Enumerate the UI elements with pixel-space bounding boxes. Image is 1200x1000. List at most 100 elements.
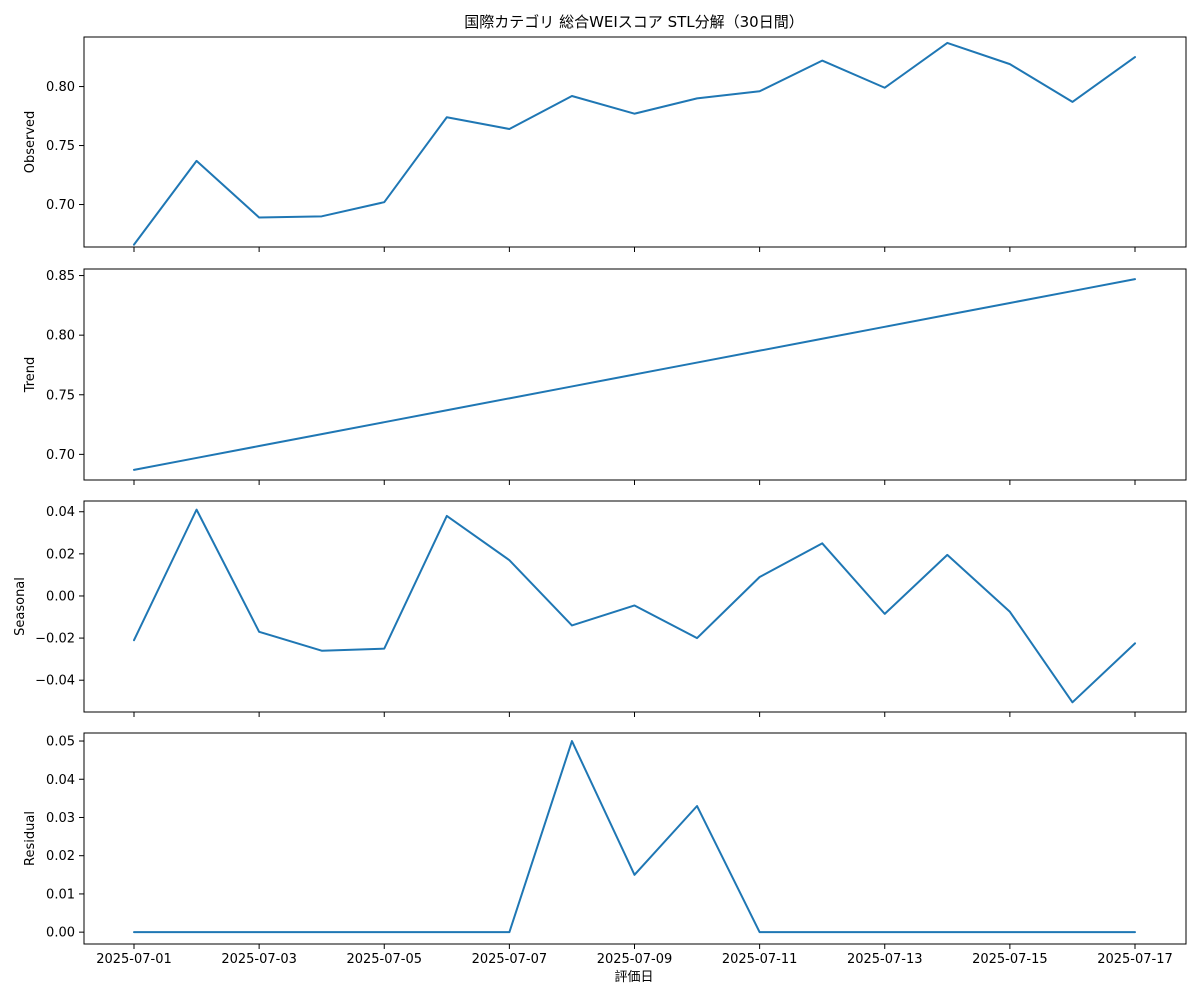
data-point [508,397,510,399]
data-point [634,374,636,376]
data-point [383,201,385,203]
data-point [383,421,385,423]
panel-observed: 0.70 0.75 0.80 Observed [23,36,1187,252]
y-tick-label: −0.04 [35,674,75,689]
y-tick-label: 0.04 [46,505,75,520]
data-point [1009,611,1011,613]
data-point [508,931,510,933]
y-tick-label: 0.75 [46,139,75,154]
data-point [258,631,260,633]
data-point [884,87,886,89]
data-point [946,554,948,556]
data-point [571,95,573,97]
data-point [821,542,823,544]
y-axis-label-residual: Residual [23,811,38,866]
data-point [1134,642,1136,644]
data-point [196,160,198,162]
data-point [258,217,260,219]
x-tick-label: 2025-07-13 [847,952,923,967]
data-point [446,931,448,933]
data-point [196,931,198,933]
data-point [508,128,510,130]
x-tick-label: 2025-07-03 [221,952,297,967]
panel-frame [83,732,1187,945]
y-tick-label: 0.01 [46,887,75,902]
y-tick-label: 0.85 [46,269,75,284]
y-tick-label: 0.03 [46,811,75,826]
data-point [383,648,385,650]
data-point [946,314,948,316]
data-point [321,650,323,652]
data-point [1009,302,1011,304]
y-tick-label: 0.04 [46,773,75,788]
data-point [946,931,948,933]
panel-frame [83,36,1187,248]
data-point [884,931,886,933]
data-point [1134,931,1136,933]
data-point [1134,278,1136,280]
y-tick-label: 0.00 [46,589,75,604]
data-point [696,637,698,639]
data-point [196,457,198,459]
series-line-observed [133,41,1136,246]
x-tick-label: 2025-07-07 [472,952,548,967]
data-point [759,931,761,933]
data-point [884,326,886,328]
data-point [508,559,510,561]
panel-trend: 0.70 0.75 0.80 0.85 Trend [23,268,1187,485]
y-tick-label: 0.70 [46,448,75,463]
data-point [1009,63,1011,65]
data-point [133,244,135,246]
x-axis-label: 評価日 [614,970,653,985]
x-tick-label: 2025-07-05 [346,952,422,967]
data-point [821,931,823,933]
data-point [884,613,886,615]
data-point [759,576,761,578]
y-axis-label-seasonal: Seasonal [13,577,28,636]
data-point [696,805,698,807]
data-point [1071,290,1073,292]
data-point [196,509,198,511]
data-point [634,113,636,115]
data-point [1009,931,1011,933]
y-tick-label: 0.75 [46,388,75,403]
y-tick-label: 0.05 [46,735,75,750]
data-point [946,42,948,44]
data-point [821,60,823,62]
data-point [321,433,323,435]
data-point [759,90,761,92]
data-point [133,931,135,933]
data-point [321,931,323,933]
data-point [759,350,761,352]
data-point [634,604,636,606]
series-line-residual [133,740,1136,934]
y-axis-label-trend: Trend [23,357,38,394]
data-point [821,338,823,340]
data-point [133,469,135,471]
data-point [446,515,448,517]
y-tick-label: 0.02 [46,849,75,864]
data-point [133,639,135,641]
x-tick-label: 2025-07-01 [96,952,172,967]
y-tick-label: 0.80 [46,80,75,95]
x-tick-label: 2025-07-17 [1097,952,1173,967]
chart-title: 国際カテゴリ 総合WEIスコア STL分解（30日間） [464,13,803,31]
data-point [321,215,323,217]
series-line-seasonal [133,508,1136,704]
y-tick-label: 0.02 [46,547,75,562]
x-tick-label: 2025-07-15 [972,952,1048,967]
data-point [446,409,448,411]
data-point [258,931,260,933]
panel-seasonal: −0.04 −0.02 0.00 0.02 0.04 Seasonal [13,500,1187,717]
data-point [696,97,698,99]
data-point [696,362,698,364]
data-point [634,874,636,876]
data-point [571,740,573,742]
y-tick-label: −0.02 [35,632,75,647]
series-line-trend [133,278,1136,471]
y-tick-label: 0.00 [46,926,75,941]
y-axis-label-observed: Observed [23,111,38,174]
data-point [1071,701,1073,703]
